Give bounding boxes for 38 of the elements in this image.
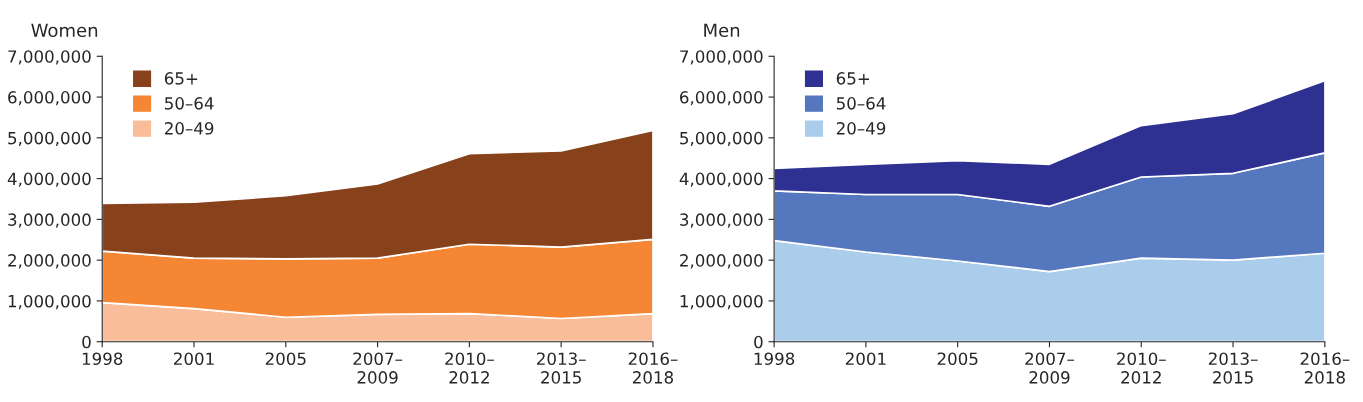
- x-tick-label: 1998: [754, 352, 795, 366]
- y-tick-label: 2,000,000: [8, 254, 91, 269]
- chart-title: Men: [704, 23, 740, 38]
- x-tick-label: 2007– 2009: [353, 352, 403, 384]
- x-tick-label: 2010– 2012: [445, 352, 494, 384]
- y-tick-label: 1,000,000: [680, 294, 763, 310]
- x-tick-label: 2001: [845, 352, 886, 366]
- y-tick-label: 3,000,000: [680, 213, 763, 228]
- x-tick-label: 2010– 2012: [1117, 352, 1166, 384]
- y-tick-label: 7,000,000: [8, 50, 91, 65]
- y-tick-label: 5,000,000: [8, 131, 91, 147]
- x-tick-label: 2005: [265, 352, 306, 366]
- y-tick-label: 4,000,000: [7, 172, 91, 187]
- y-tick-label: 0: [82, 335, 91, 349]
- y-tick-label: 5,000,000: [680, 131, 763, 147]
- legend-label: 20–49: [164, 122, 214, 135]
- legend-label: 20–49: [836, 122, 886, 135]
- legend-label: 65+: [836, 72, 870, 85]
- y-tick-label: 4,000,000: [679, 172, 763, 187]
- legend-label: 65+: [164, 72, 198, 85]
- y-tick-label: 6,000,000: [680, 91, 763, 106]
- legend-label: 50–64: [836, 97, 886, 110]
- x-tick-label: 2016– 2018: [1300, 352, 1350, 384]
- y-tick-label: 2,000,000: [680, 254, 763, 269]
- y-tick-label: 1,000,000: [8, 294, 91, 310]
- y-tick-label: 0: [754, 335, 763, 349]
- x-tick-label: 2013– 2015: [537, 352, 586, 384]
- chart-title: Women: [31, 23, 98, 38]
- x-tick-label: 2016– 2018: [628, 352, 678, 384]
- x-tick-label: 1998: [82, 352, 123, 366]
- x-tick-label: 2013– 2015: [1208, 352, 1258, 384]
- x-tick-label: 2001: [174, 352, 214, 366]
- x-tick-label: 2005: [937, 352, 978, 366]
- y-tick-label: 6,000,000: [8, 91, 91, 106]
- y-tick-label: 3,000,000: [8, 213, 91, 228]
- legend-label: 50–64: [165, 97, 214, 110]
- y-tick-label: 7,000,000: [680, 50, 763, 65]
- x-tick-label: 2007– 2009: [1025, 352, 1075, 384]
